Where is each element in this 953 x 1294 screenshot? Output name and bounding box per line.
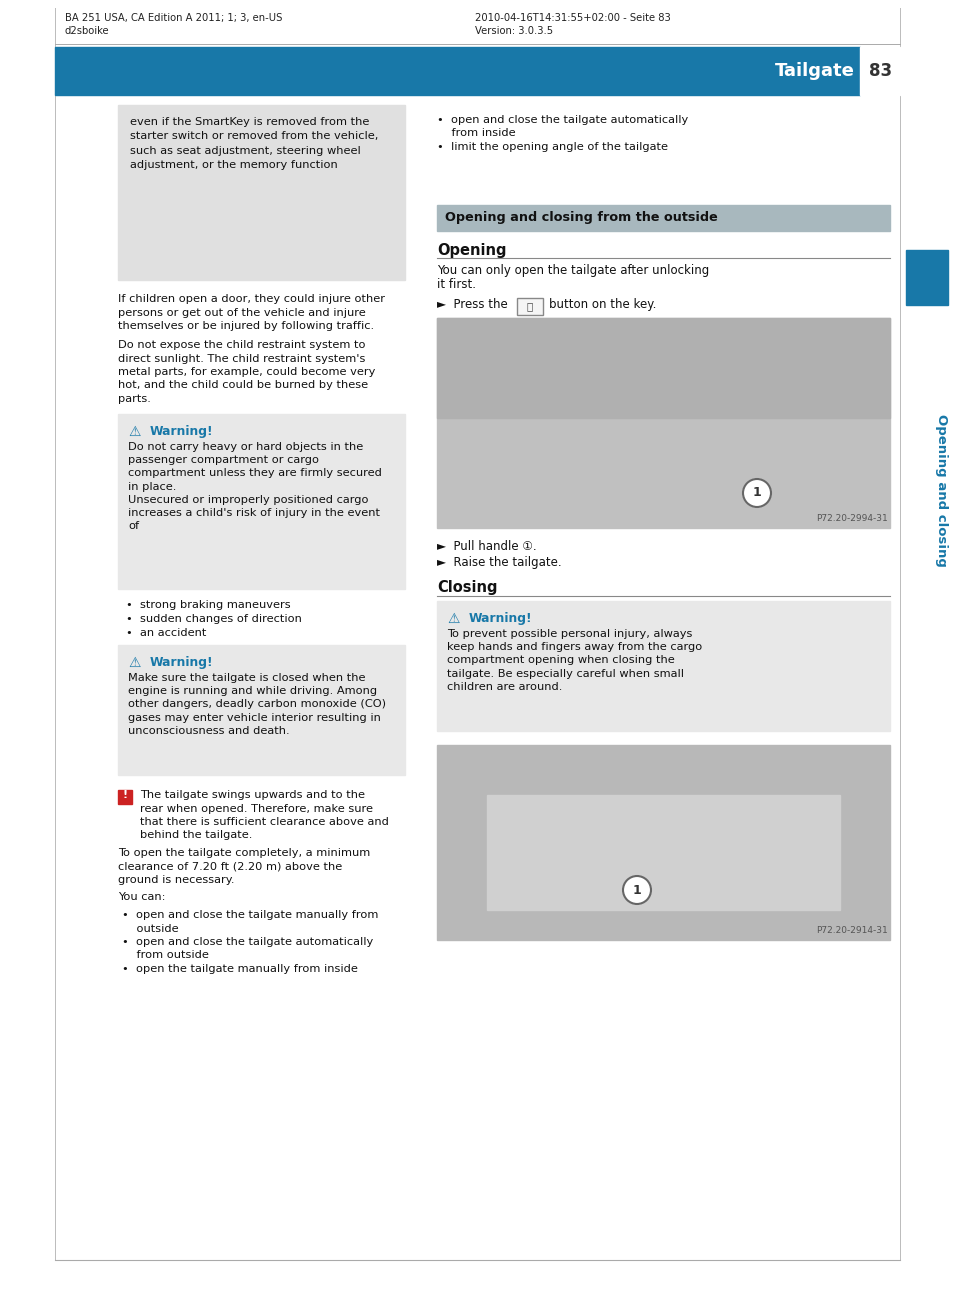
Circle shape xyxy=(622,876,650,905)
Text: that there is sufficient clearance above and: that there is sufficient clearance above… xyxy=(140,817,389,827)
Text: Warning!: Warning! xyxy=(150,424,213,437)
Text: !: ! xyxy=(122,791,128,800)
Text: P72.20-2914-31: P72.20-2914-31 xyxy=(816,927,887,936)
Text: ►  Pull handle ①.: ► Pull handle ①. xyxy=(436,540,536,553)
Text: rear when opened. Therefore, make sure: rear when opened. Therefore, make sure xyxy=(140,804,373,814)
Text: unconsciousness and death.: unconsciousness and death. xyxy=(128,726,290,736)
Text: ⚠: ⚠ xyxy=(128,424,140,439)
Text: Opening: Opening xyxy=(436,243,506,258)
Text: compartment unless they are firmly secured: compartment unless they are firmly secur… xyxy=(128,468,381,479)
Text: •  open and close the tailgate automatically: • open and close the tailgate automatica… xyxy=(122,937,373,947)
Text: You can:: You can: xyxy=(118,892,165,902)
Text: •  open and close the tailgate automatically: • open and close the tailgate automatica… xyxy=(436,115,687,126)
Text: adjustment, or the memory function: adjustment, or the memory function xyxy=(130,160,337,171)
Text: clearance of 7.20 ft (2.20 m) above the: clearance of 7.20 ft (2.20 m) above the xyxy=(118,862,342,871)
Text: 83: 83 xyxy=(868,62,892,80)
Text: 1: 1 xyxy=(752,487,760,499)
Text: from outside: from outside xyxy=(122,951,209,960)
Text: gases may enter vehicle interior resulting in: gases may enter vehicle interior resulti… xyxy=(128,713,380,722)
Bar xyxy=(436,204,889,232)
Text: The tailgate swings upwards and to the: The tailgate swings upwards and to the xyxy=(140,791,365,800)
Text: Closing: Closing xyxy=(436,580,497,595)
Text: even if the SmartKey is removed from the: even if the SmartKey is removed from the xyxy=(130,116,369,127)
Text: •  sudden changes of direction: • sudden changes of direction xyxy=(126,613,301,624)
Bar xyxy=(118,105,405,280)
Text: You can only open the tailgate after unlocking: You can only open the tailgate after unl… xyxy=(436,264,708,277)
Text: such as seat adjustment, steering wheel: such as seat adjustment, steering wheel xyxy=(130,146,360,157)
Text: ►  Press the: ► Press the xyxy=(436,298,507,311)
Text: •  open the tailgate manually from inside: • open the tailgate manually from inside xyxy=(122,964,357,974)
Text: Tailgate: Tailgate xyxy=(774,62,854,80)
Text: hot, and the child could be burned by these: hot, and the child could be burned by th… xyxy=(118,380,368,391)
Text: metal parts, for example, could become very: metal parts, for example, could become v… xyxy=(118,367,375,377)
Text: ►  Raise the tailgate.: ► Raise the tailgate. xyxy=(436,556,561,569)
Text: Opening and closing: Opening and closing xyxy=(934,414,947,567)
Text: Warning!: Warning! xyxy=(150,656,213,669)
Text: outside: outside xyxy=(122,924,178,933)
Text: starter switch or removed from the vehicle,: starter switch or removed from the vehic… xyxy=(130,132,378,141)
Text: engine is running and while driving. Among: engine is running and while driving. Amo… xyxy=(128,686,376,696)
Bar xyxy=(436,745,889,939)
Text: of: of xyxy=(128,521,139,532)
Bar xyxy=(486,795,840,910)
Text: Warning!: Warning! xyxy=(469,612,532,625)
Bar xyxy=(118,791,132,804)
Bar xyxy=(859,47,862,94)
Bar xyxy=(436,318,889,528)
Text: in place.: in place. xyxy=(128,481,176,492)
Text: •  strong braking maneuvers: • strong braking maneuvers xyxy=(126,600,291,609)
Text: ⚠: ⚠ xyxy=(128,656,140,670)
Text: ⚠: ⚠ xyxy=(447,612,459,626)
Text: tailgate. Be especially careful when small: tailgate. Be especially careful when sma… xyxy=(447,669,683,678)
Text: To prevent possible personal injury, always: To prevent possible personal injury, alw… xyxy=(447,629,692,639)
Bar xyxy=(862,47,899,94)
Text: Do not expose the child restraint system to: Do not expose the child restraint system… xyxy=(118,340,365,349)
Text: persons or get out of the vehicle and injure: persons or get out of the vehicle and in… xyxy=(118,308,365,317)
Text: it first.: it first. xyxy=(436,278,476,291)
Text: d2sboike: d2sboike xyxy=(65,26,110,36)
Text: Opening and closing from the outside: Opening and closing from the outside xyxy=(444,211,717,224)
Text: direct sunlight. The child restraint system's: direct sunlight. The child restraint sys… xyxy=(118,353,365,364)
Text: themselves or be injured by following traffic.: themselves or be injured by following tr… xyxy=(118,321,374,331)
Bar xyxy=(436,318,889,418)
Text: passenger compartment or cargo: passenger compartment or cargo xyxy=(128,455,318,466)
Bar xyxy=(905,250,947,305)
Text: If children open a door, they could injure other: If children open a door, they could inju… xyxy=(118,294,385,304)
Text: Unsecured or improperly positioned cargo: Unsecured or improperly positioned cargo xyxy=(128,494,368,505)
Text: 1: 1 xyxy=(632,884,640,897)
Bar xyxy=(118,414,405,589)
Bar xyxy=(118,644,405,775)
Text: from inside: from inside xyxy=(436,128,515,138)
Text: 2010-04-16T14:31:55+02:00 - Seite 83: 2010-04-16T14:31:55+02:00 - Seite 83 xyxy=(475,13,670,23)
Text: other dangers, deadly carbon monoxide (CO): other dangers, deadly carbon monoxide (C… xyxy=(128,699,386,709)
Text: P72.20-2994-31: P72.20-2994-31 xyxy=(816,514,887,523)
Text: •  an accident: • an accident xyxy=(126,628,206,638)
Text: Do not carry heavy or hard objects in the: Do not carry heavy or hard objects in th… xyxy=(128,443,363,452)
Text: ground is necessary.: ground is necessary. xyxy=(118,875,234,885)
Text: •  limit the opening angle of the tailgate: • limit the opening angle of the tailgat… xyxy=(436,142,667,151)
Text: To open the tailgate completely, a minimum: To open the tailgate completely, a minim… xyxy=(118,848,370,858)
Text: children are around.: children are around. xyxy=(447,682,561,692)
Text: Version: 3.0.3.5: Version: 3.0.3.5 xyxy=(475,26,553,36)
Bar xyxy=(55,47,859,94)
Text: button on the key.: button on the key. xyxy=(548,298,656,311)
Text: keep hands and fingers away from the cargo: keep hands and fingers away from the car… xyxy=(447,642,701,652)
Text: parts.: parts. xyxy=(118,393,151,404)
Text: •  open and close the tailgate manually from: • open and close the tailgate manually f… xyxy=(122,910,378,920)
Circle shape xyxy=(742,479,770,507)
Text: BA 251 USA, CA Edition A 2011; 1; 3, en-US: BA 251 USA, CA Edition A 2011; 1; 3, en-… xyxy=(65,13,282,23)
Bar xyxy=(517,298,542,314)
Bar xyxy=(436,600,889,731)
Text: compartment opening when closing the: compartment opening when closing the xyxy=(447,655,674,665)
Text: 🔓: 🔓 xyxy=(526,302,533,311)
Text: behind the tailgate.: behind the tailgate. xyxy=(140,831,253,841)
Text: Make sure the tailgate is closed when the: Make sure the tailgate is closed when th… xyxy=(128,673,365,683)
Text: increases a child's risk of injury in the event: increases a child's risk of injury in th… xyxy=(128,509,379,518)
